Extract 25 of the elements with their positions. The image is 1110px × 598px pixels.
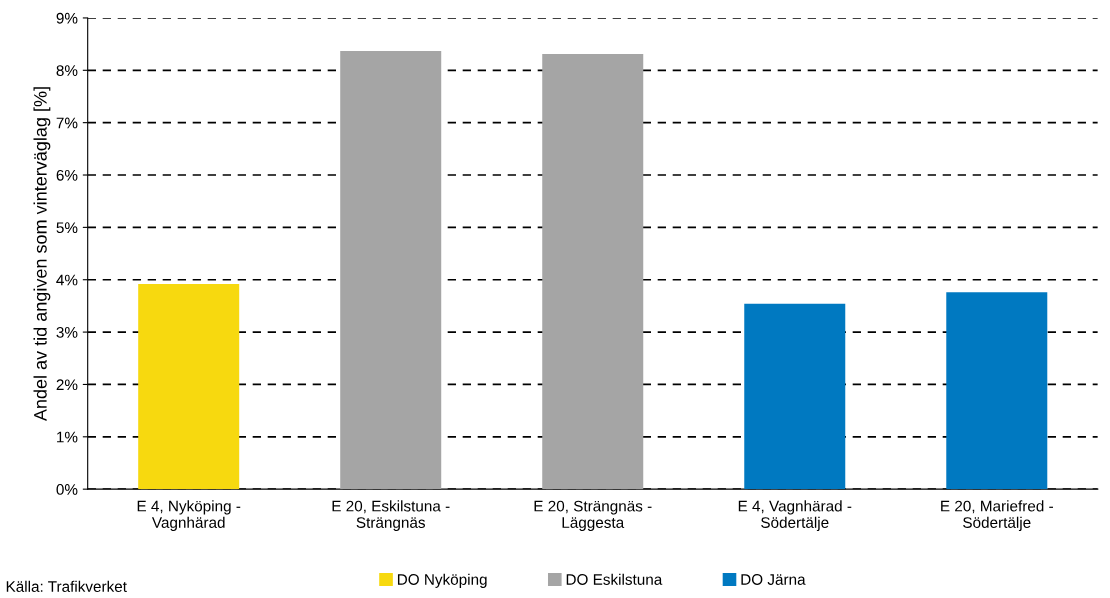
- legend-label: DO Nyköping: [397, 573, 487, 588]
- x-tick-label: E 4, Nyköping - Vagnhärad: [137, 500, 241, 531]
- y-tick-label: 9%: [56, 12, 78, 24]
- x-tick-label: E 4, Vagnhärad - Södertälje: [738, 500, 852, 531]
- y-tick-label: 5%: [56, 222, 78, 234]
- y-tick-label: 3%: [56, 326, 78, 338]
- bar: [340, 50, 442, 490]
- y-tick-label: 8%: [56, 65, 78, 76]
- legend-label: DO Eskilstuna: [566, 573, 663, 585]
- x-tick-label: E 20, Eskilstuna - Strängnäs: [332, 500, 450, 531]
- y-tick-label: 6%: [56, 169, 78, 181]
- y-tick-label: 0%: [56, 484, 78, 495]
- y-axis-title: Andel av tid angiven som vinterväglag [%]: [33, 87, 51, 422]
- bar: [138, 283, 240, 490]
- bar: [542, 54, 644, 490]
- y-tick-label: 4%: [56, 274, 78, 286]
- bar: [744, 303, 846, 490]
- y-tick-label: 2%: [56, 379, 78, 391]
- y-tick-label: 7%: [56, 117, 78, 129]
- legend-label: DO Järna: [741, 574, 806, 585]
- x-tick-label: E 20, Strängnäs - Läggesta: [534, 500, 652, 531]
- y-tick-label: 1%: [57, 431, 78, 443]
- x-tick-label: E 20, Mariefred - Södertälje: [941, 500, 1053, 531]
- bar: [946, 292, 1048, 490]
- text: Källa: Trafikverket: [6, 580, 127, 592]
